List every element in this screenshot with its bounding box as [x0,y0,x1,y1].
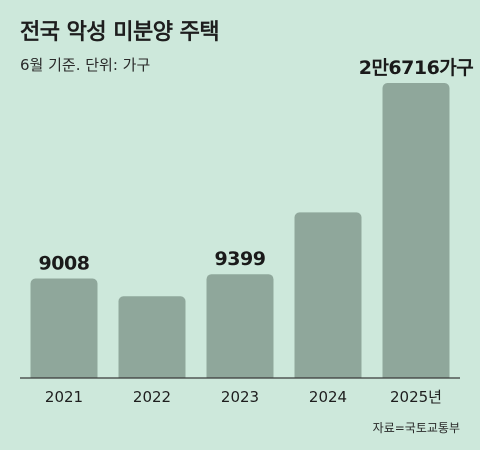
x-tick-2023: 2023 [221,388,259,406]
chart-title: 전국 악성 미분양 주택 [20,20,220,45]
bar-2024 [294,212,362,382]
x-tick-2021: 2021 [45,388,83,406]
data-label-2023: 9399 [215,248,266,270]
bar-2023 [206,274,274,382]
baseline-mask [0,378,480,384]
bar-2021 [30,278,98,382]
chart-subtitle: 6월 기준. 단위: 가구 [20,56,151,74]
bar-2022 [118,296,186,382]
data-label-2025년: 2만6716가구 [359,57,474,79]
data-label-2021: 9008 [39,253,90,275]
x-tick-2025년: 2025년 [390,388,442,406]
bar-2025년 [382,83,450,382]
x-tick-2022: 2022 [133,388,171,406]
x-tick-2024: 2024 [309,388,347,406]
source-note: 자료=국토교통부 [372,421,460,435]
